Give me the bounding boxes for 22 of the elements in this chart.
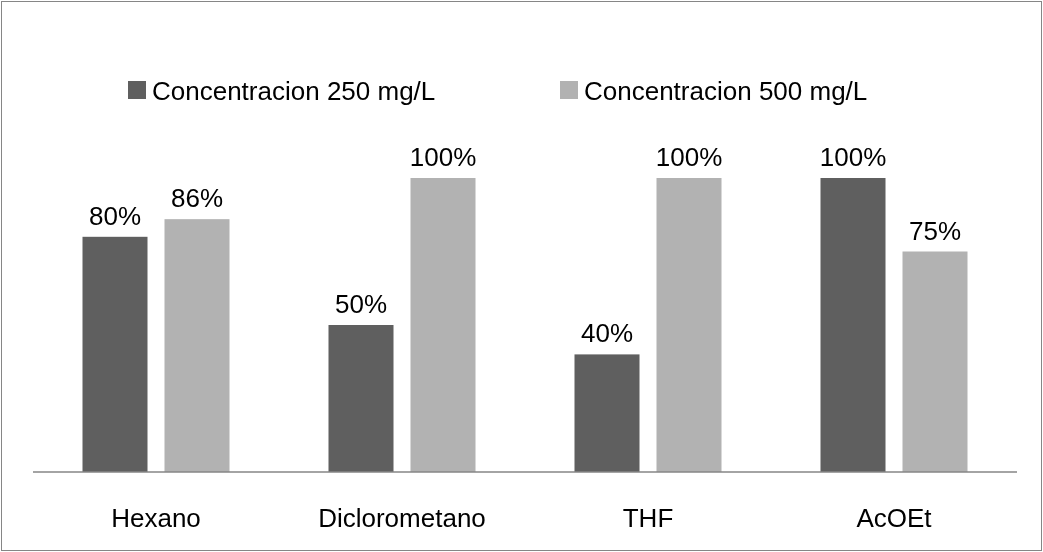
data-label: 50% (334, 289, 388, 319)
bar (656, 178, 722, 472)
legend-label: Concentracion 250 mg/L (152, 76, 436, 106)
bar (820, 178, 886, 472)
x-tick-label: THF (622, 503, 674, 533)
bar (328, 325, 394, 472)
bar (410, 178, 476, 472)
bar (902, 251, 968, 472)
x-tick-label: Hexano (111, 503, 201, 533)
data-label: 100% (819, 142, 887, 172)
data-label: 100% (409, 142, 477, 172)
data-label: 100% (655, 142, 723, 172)
legend-label: Concentracion 500 mg/L (584, 76, 868, 106)
x-tick-label: AcOEt (856, 503, 933, 533)
bar (574, 354, 640, 472)
data-label: 80% (88, 200, 142, 231)
data-label: 86% (170, 183, 224, 214)
bar (82, 236, 148, 472)
data-label: 40% (580, 318, 634, 349)
bar (164, 219, 230, 472)
x-tick-label: Diclorometano (318, 503, 486, 533)
data-label: 75% (908, 215, 962, 246)
